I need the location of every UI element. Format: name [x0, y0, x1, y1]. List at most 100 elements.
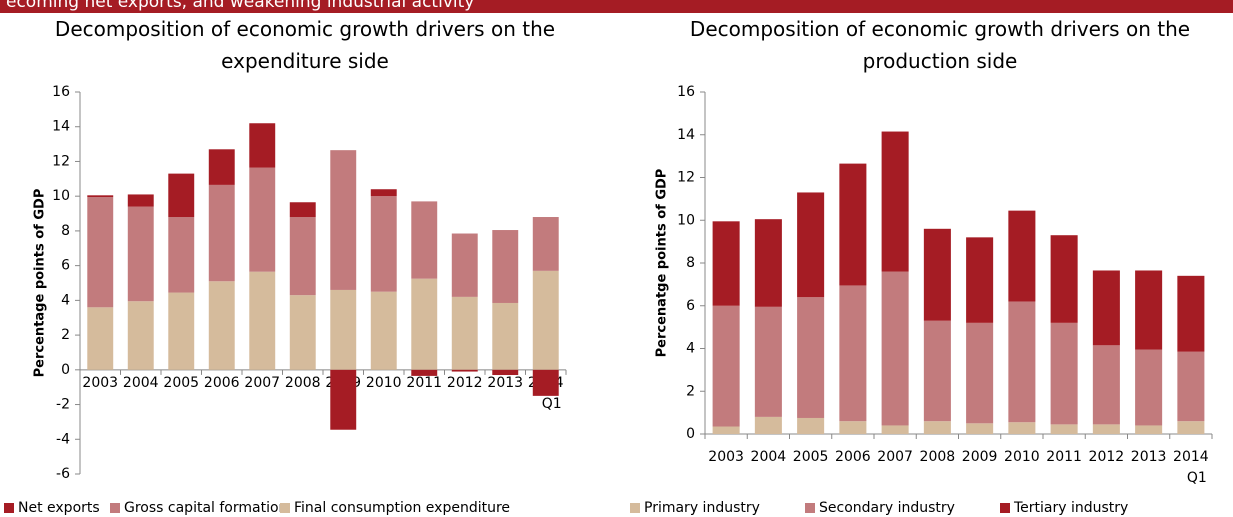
x-tick-label: 2007 — [244, 375, 280, 391]
y-tick-label: 14 — [677, 127, 695, 143]
banner-bar — [0, 0, 1233, 13]
bar — [289, 295, 316, 370]
bar — [923, 228, 951, 321]
bar — [208, 149, 235, 185]
bar — [966, 322, 994, 424]
x-tick-label: 2007 — [877, 449, 913, 465]
legend-label: Gross capital formation — [124, 500, 287, 516]
bar — [249, 123, 276, 168]
legend-swatch — [280, 503, 290, 513]
y-tick-label: 0 — [61, 362, 70, 378]
bar — [1135, 349, 1163, 426]
y-tick-label: -6 — [56, 466, 70, 482]
bar — [754, 306, 782, 417]
bar — [966, 237, 994, 323]
banner-text: ecoming net exports, and weakening indus… — [6, 0, 474, 12]
bar — [492, 230, 519, 303]
bar — [1008, 210, 1036, 302]
y-axis-label: Percentage points of GDP — [33, 189, 48, 378]
bar — [754, 416, 782, 434]
bar — [923, 320, 951, 422]
bar — [1092, 345, 1120, 425]
x-tick-label: 2009 — [962, 449, 998, 465]
bar — [411, 278, 438, 370]
x-tick-label: 2008 — [285, 375, 321, 391]
bar — [1092, 270, 1120, 346]
y-tick-label: 4 — [61, 292, 70, 308]
bar — [1177, 275, 1205, 352]
bar — [127, 301, 154, 370]
bar — [1135, 270, 1163, 350]
bar — [492, 369, 519, 376]
bar — [370, 196, 397, 292]
x-tick-label: 2003 — [82, 375, 118, 391]
bar — [370, 291, 397, 370]
bar — [966, 423, 994, 434]
x-tick-label: 2010 — [1004, 449, 1040, 465]
bar — [881, 131, 909, 272]
bar — [797, 192, 825, 298]
legend-label: Tertiary industry — [1013, 500, 1128, 516]
y-tick-label: 8 — [686, 255, 695, 271]
bar — [839, 285, 867, 422]
y-tick-label: 10 — [52, 188, 70, 204]
y-tick-label: 14 — [52, 119, 70, 135]
bar — [451, 233, 478, 297]
x-tick-label: 2004 — [751, 449, 787, 465]
bar — [881, 425, 909, 434]
bar — [1008, 422, 1036, 434]
bar — [451, 296, 478, 370]
bar — [411, 369, 438, 376]
bar — [289, 217, 316, 296]
y-tick-label: -4 — [56, 431, 70, 447]
bar — [839, 421, 867, 434]
y-tick-label: 2 — [61, 327, 70, 343]
legend-label: Net exports — [18, 500, 100, 516]
bar — [411, 201, 438, 279]
bar — [1177, 421, 1205, 434]
x-tick-label: 2006 — [835, 449, 871, 465]
bar — [1092, 424, 1120, 434]
x-tick-label: 2013 — [1131, 449, 1167, 465]
bar — [451, 369, 478, 372]
bar — [797, 297, 825, 418]
y-tick-label: 4 — [686, 341, 695, 357]
x-tick-label: 2012 — [447, 375, 483, 391]
bar — [330, 150, 357, 290]
bar — [87, 197, 114, 308]
bar — [923, 421, 951, 434]
bar — [797, 417, 825, 434]
bar — [1050, 322, 1078, 425]
y-tick-label: 0 — [686, 426, 695, 442]
y-tick-label: 16 — [52, 84, 70, 100]
bar — [289, 202, 316, 218]
bar — [1050, 235, 1078, 323]
x-tick-label: 2010 — [366, 375, 402, 391]
x-tick-label: 2008 — [920, 449, 956, 465]
legend-label: Final consumption expenditure — [294, 500, 510, 516]
bar — [532, 217, 559, 271]
x-tick-label: 2005 — [163, 375, 199, 391]
x-tick-label: 2011 — [1046, 449, 1082, 465]
bar — [87, 195, 114, 198]
bar — [330, 289, 357, 370]
x-tick-label: 2011 — [406, 375, 442, 391]
legend-label: Primary industry — [644, 500, 760, 516]
bar — [1050, 424, 1078, 434]
bar — [168, 292, 195, 370]
y-tick-label: 2 — [686, 383, 695, 399]
legend-swatch — [1000, 503, 1010, 513]
bar — [492, 302, 519, 370]
bar — [754, 219, 782, 307]
bar — [127, 194, 154, 207]
bar — [532, 369, 559, 396]
bar — [712, 305, 740, 427]
chart-title: Decomposition of economic growth drivers… — [690, 17, 1190, 73]
bar — [208, 184, 235, 282]
bar — [1135, 425, 1163, 434]
bar — [370, 189, 397, 197]
x-tick-label: 2012 — [1089, 449, 1125, 465]
bar — [1177, 351, 1205, 422]
